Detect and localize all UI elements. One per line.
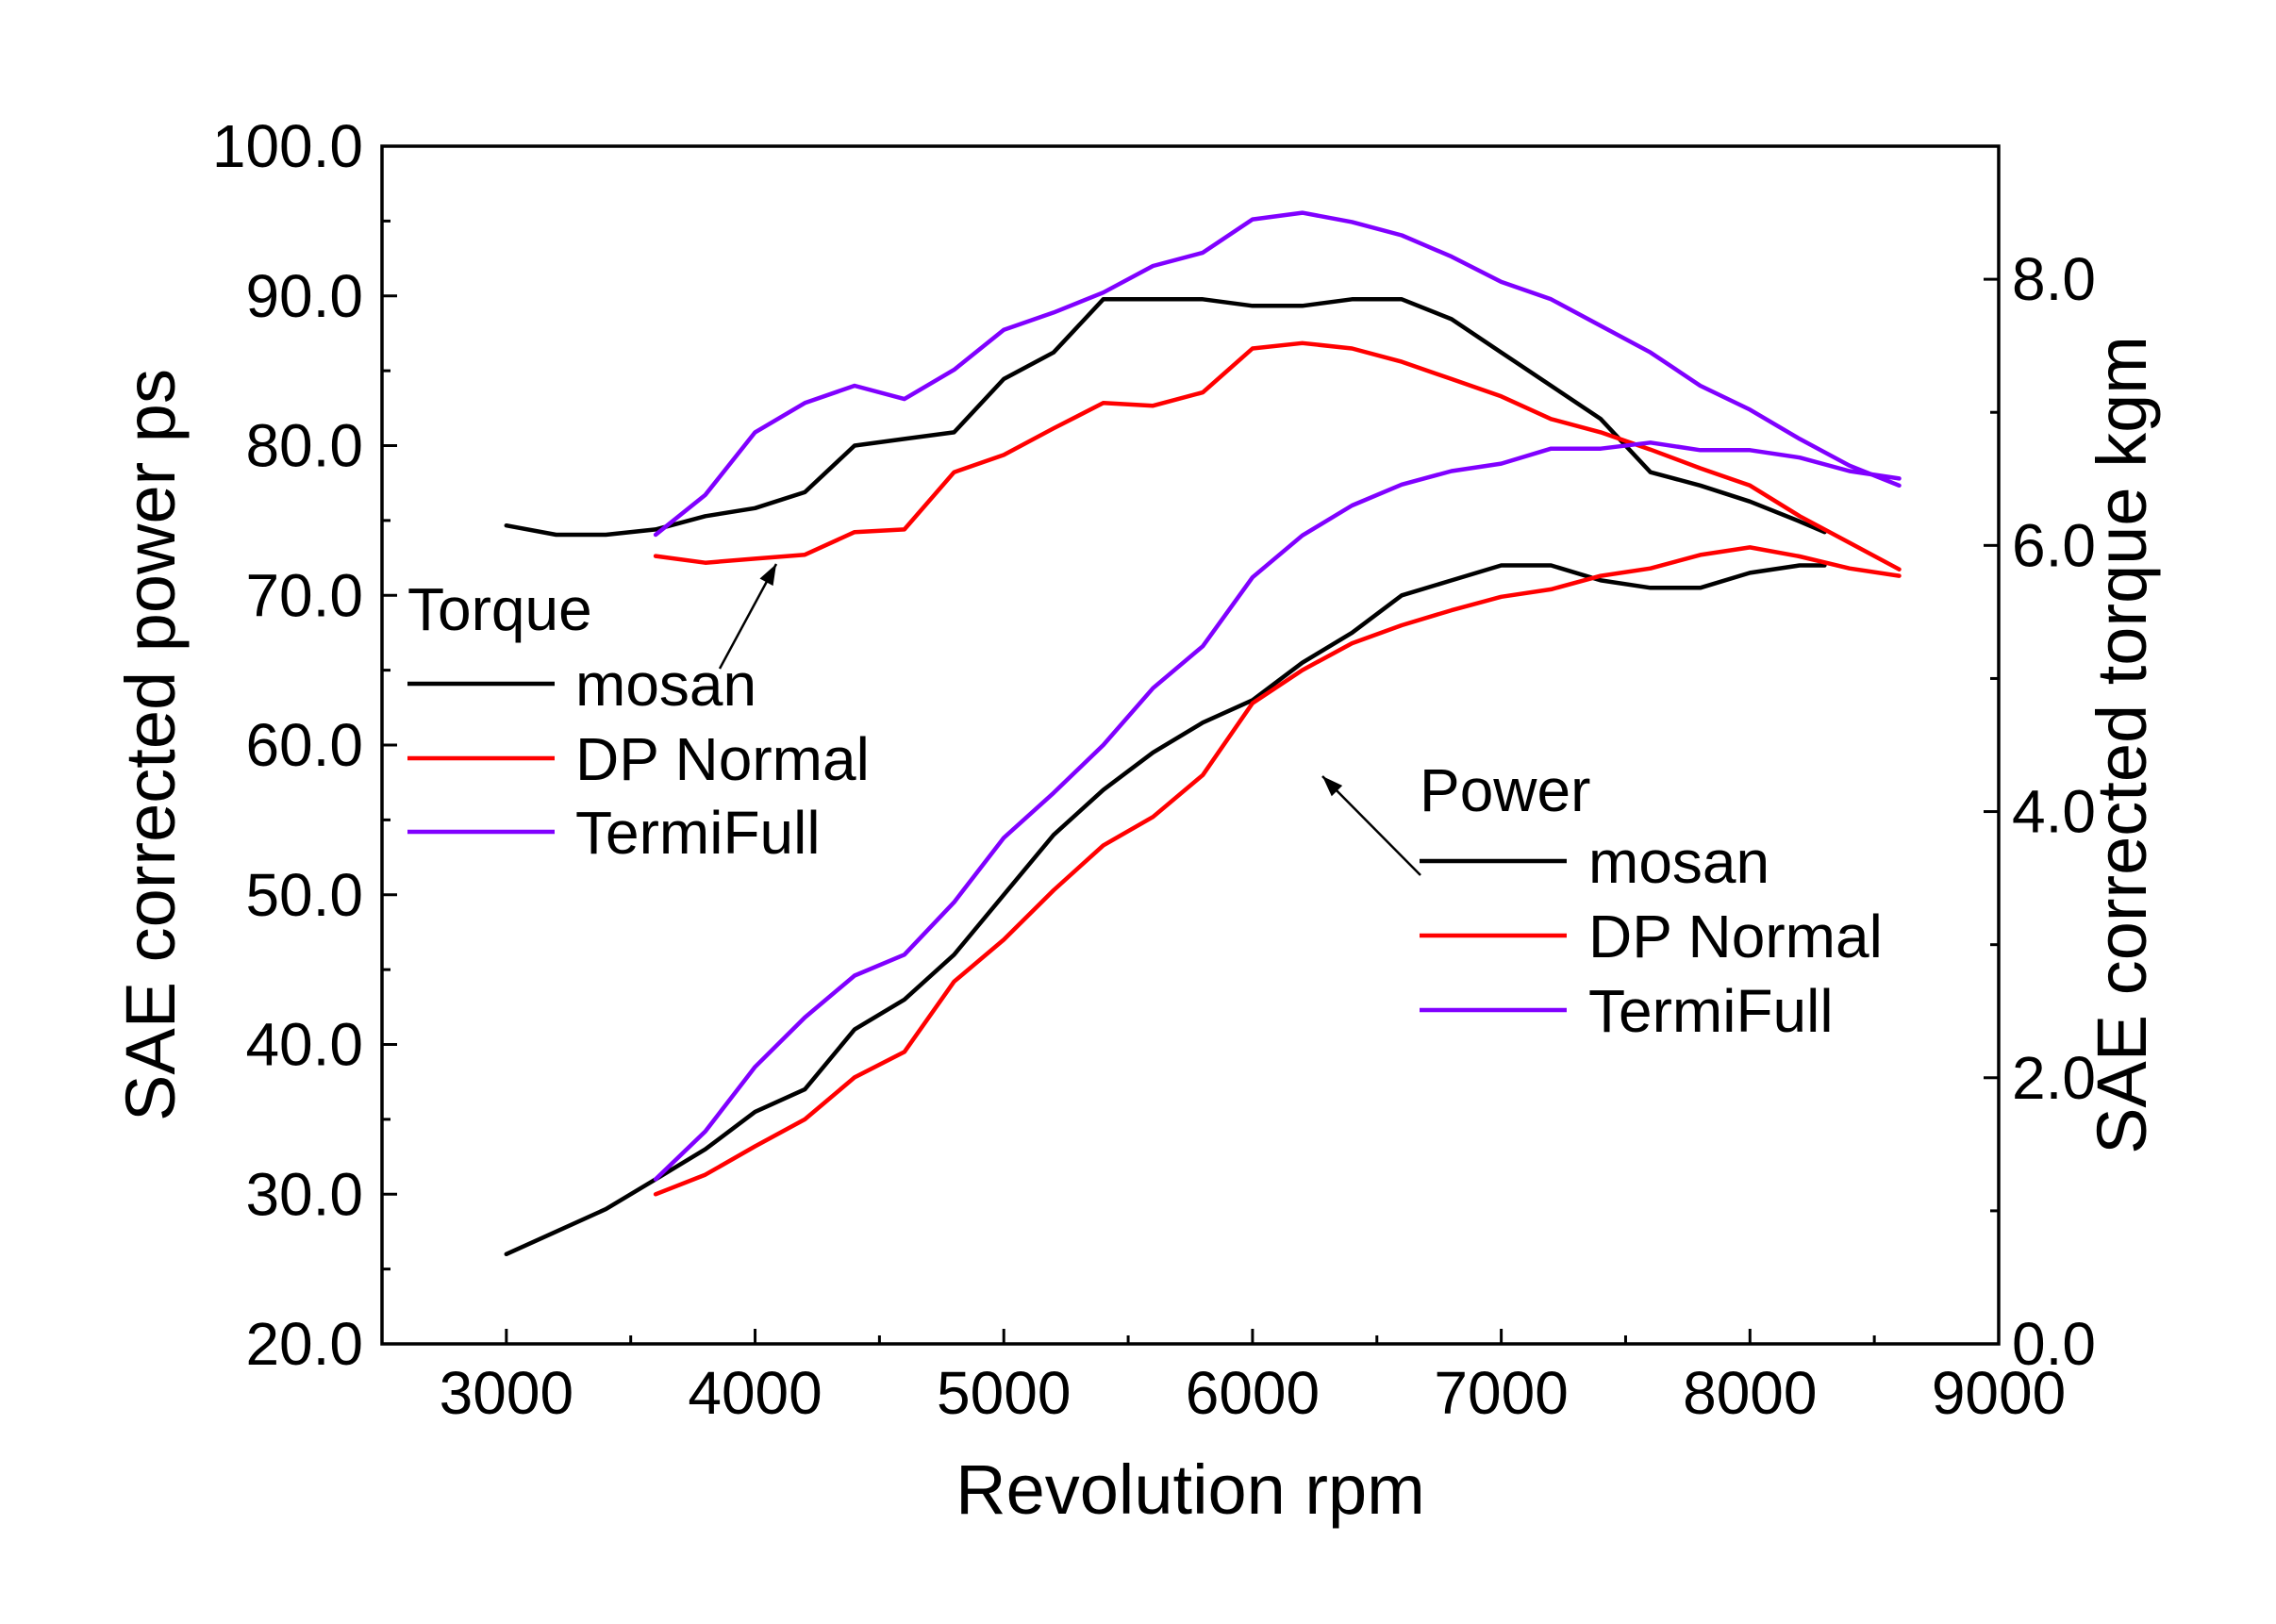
torque-series-dp-normal — [653, 340, 1902, 572]
y-left-tick-label: 30.0 — [245, 1160, 363, 1228]
y-left-tick-label: 20.0 — [245, 1310, 363, 1378]
annotation-arrows — [718, 563, 1421, 876]
x-tick-label: 7000 — [1434, 1359, 1568, 1427]
y-left-tick-label: 100.0 — [212, 112, 363, 180]
y-axis-right-title: SAE corrected torque kgm — [2083, 336, 2161, 1154]
x-tick-label: 5000 — [937, 1359, 1071, 1427]
legend-power-title: Power — [1420, 756, 1590, 824]
torque-series-termifull — [653, 210, 1902, 538]
y-right-tick-label: 2.0 — [2012, 1044, 2096, 1112]
legend-torque-label-mosan: mosan — [575, 651, 756, 719]
y-left-tick-label: 60.0 — [245, 711, 363, 779]
power-arrow-head — [1322, 776, 1343, 797]
y-right-tick-label: 8.0 — [2012, 245, 2096, 313]
x-tick-label: 8000 — [1683, 1359, 1817, 1427]
legend-power-label-termifull: TermiFull — [1588, 977, 1834, 1045]
legend-torque-label-termifull: TermiFull — [575, 799, 821, 867]
legend-power: Power mosan DP Normal TermiFull — [1420, 756, 1883, 1045]
legend-power-label-mosan: mosan — [1588, 828, 1769, 896]
power-arrow — [1321, 775, 1421, 876]
y-left-tick-label: 70.0 — [245, 561, 363, 629]
y-right-tick-label: 4.0 — [2012, 778, 2096, 846]
y-left-tick-label: 50.0 — [245, 861, 363, 929]
power-series-mosan — [504, 563, 1827, 1257]
x-tick-label: 6000 — [1186, 1359, 1320, 1427]
y-right-tick-label: 6.0 — [2012, 511, 2096, 579]
power-series-termifull — [653, 440, 1902, 1182]
x-tick-label: 4000 — [688, 1359, 822, 1427]
power-series-dp-normal — [653, 545, 1902, 1197]
axes-layer: 3000 4000 5000 6000 7000 8000 9000 20.0 30.0 40.0… — [212, 112, 2096, 1427]
y-left-tick-label: 80.0 — [245, 412, 363, 480]
y-right-tick-label: 0.0 — [2012, 1310, 2096, 1378]
x-tick-label: 9000 — [1932, 1359, 2066, 1427]
legend-torque: Torque mosan DP Normal TermiFull — [407, 575, 870, 867]
legend-torque-label-dp-normal: DP Normal — [575, 725, 870, 793]
legend-torque-title: Torque — [407, 575, 592, 643]
y-left-tick-label: 40.0 — [245, 1011, 363, 1079]
x-axis-title: Revolution rpm — [955, 1450, 1425, 1529]
y-left-tick-label: 90.0 — [245, 262, 363, 330]
legend-power-label-dp-normal: DP Normal — [1588, 903, 1883, 970]
torque-arrow-head — [759, 564, 776, 587]
x-tick-label: 3000 — [440, 1359, 573, 1427]
y-axis-left-title: SAE corrected power ps — [111, 369, 190, 1121]
series-layer — [504, 210, 1902, 1257]
